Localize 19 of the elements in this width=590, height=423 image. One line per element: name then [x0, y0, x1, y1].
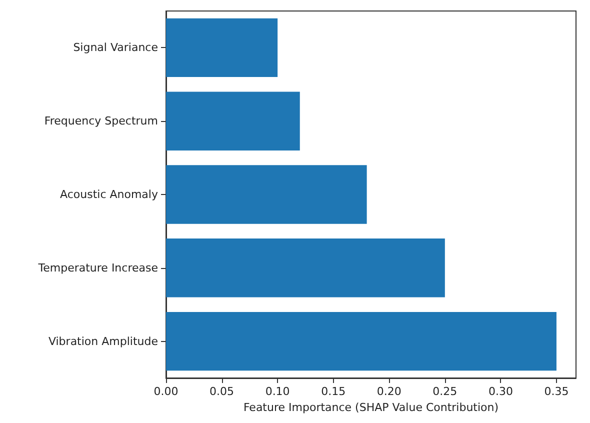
y-tick-label: Temperature Increase	[37, 261, 158, 274]
bar	[166, 92, 300, 150]
bar	[166, 165, 367, 224]
bar	[166, 312, 556, 371]
y-tick-label: Acoustic Anomaly	[60, 188, 158, 201]
bar	[166, 18, 278, 78]
x-tick-label: 0.05	[210, 385, 234, 398]
x-tick-label: 0.00	[154, 385, 178, 398]
x-tick-label: 0.35	[544, 385, 569, 398]
x-tick-label: 0.20	[376, 385, 402, 398]
y-tick-label: Signal Variance	[73, 41, 158, 54]
x-tick-label: 0.10	[265, 385, 290, 398]
x-axis-title: Feature Importance (SHAP Value Contribution)	[243, 401, 499, 414]
bar	[166, 238, 445, 298]
y-tick-label: Vibration Amplitude	[48, 334, 158, 348]
x-tick-label: 0.25	[432, 385, 458, 398]
y-tick-label: Frequency Spectrum	[44, 114, 158, 128]
x-tick-label: 0.30	[488, 385, 513, 398]
x-tick-label: 0.15	[321, 385, 346, 398]
